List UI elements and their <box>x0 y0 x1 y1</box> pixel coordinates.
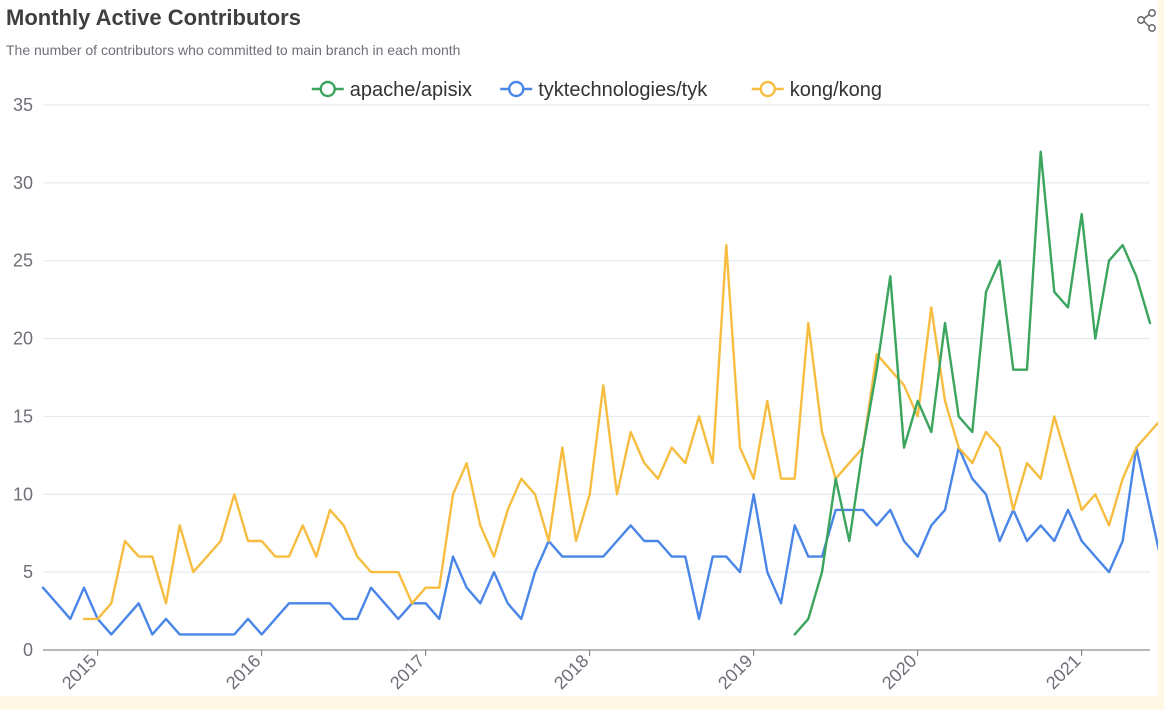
y-tick-label: 15 <box>13 406 33 426</box>
y-tick-label: 35 <box>13 95 33 115</box>
y-tick-label: 5 <box>23 562 33 582</box>
y-tick-label: 30 <box>13 173 33 193</box>
x-tick-label: 2016 <box>222 651 264 693</box>
y-tick-label: 25 <box>13 251 33 271</box>
series-line-apache-apisix <box>793 150 1152 636</box>
series-line-tyktechnologies-tyk <box>41 446 1158 636</box>
y-tick-label: 20 <box>13 329 33 349</box>
share-icon[interactable] <box>1134 8 1160 34</box>
x-tick-label: 2015 <box>58 651 100 693</box>
legend-item[interactable]: tyktechnologies/tyk <box>500 79 708 101</box>
legend-marker-icon <box>759 80 776 98</box>
legend-item[interactable]: apache/apisix <box>311 79 472 101</box>
legend-label: tyktechnologies/tyk <box>538 79 708 101</box>
legend-item[interactable]: kong/kong <box>751 79 882 101</box>
legend-label: kong/kong <box>790 79 882 101</box>
x-tick-label: 2020 <box>878 651 920 693</box>
x-tick-label: 2021 <box>1042 651 1084 693</box>
x-tick-label: 2019 <box>714 651 756 693</box>
chart-subtitle: The number of contributors who committed… <box>6 42 461 58</box>
y-tick-label: 0 <box>23 640 33 660</box>
x-tick-label: 2018 <box>550 651 592 693</box>
series-line-kong-kong <box>82 243 1158 621</box>
chart-card: Monthly Active Contributors The number o… <box>0 0 1158 696</box>
legend-marker-icon <box>319 80 336 98</box>
y-tick-label: 10 <box>13 484 33 504</box>
chart-title: Monthly Active Contributors <box>6 5 301 30</box>
legend-label: apache/apisix <box>350 79 472 101</box>
x-tick-label: 2017 <box>386 651 428 693</box>
legend-marker-icon <box>508 80 525 98</box>
